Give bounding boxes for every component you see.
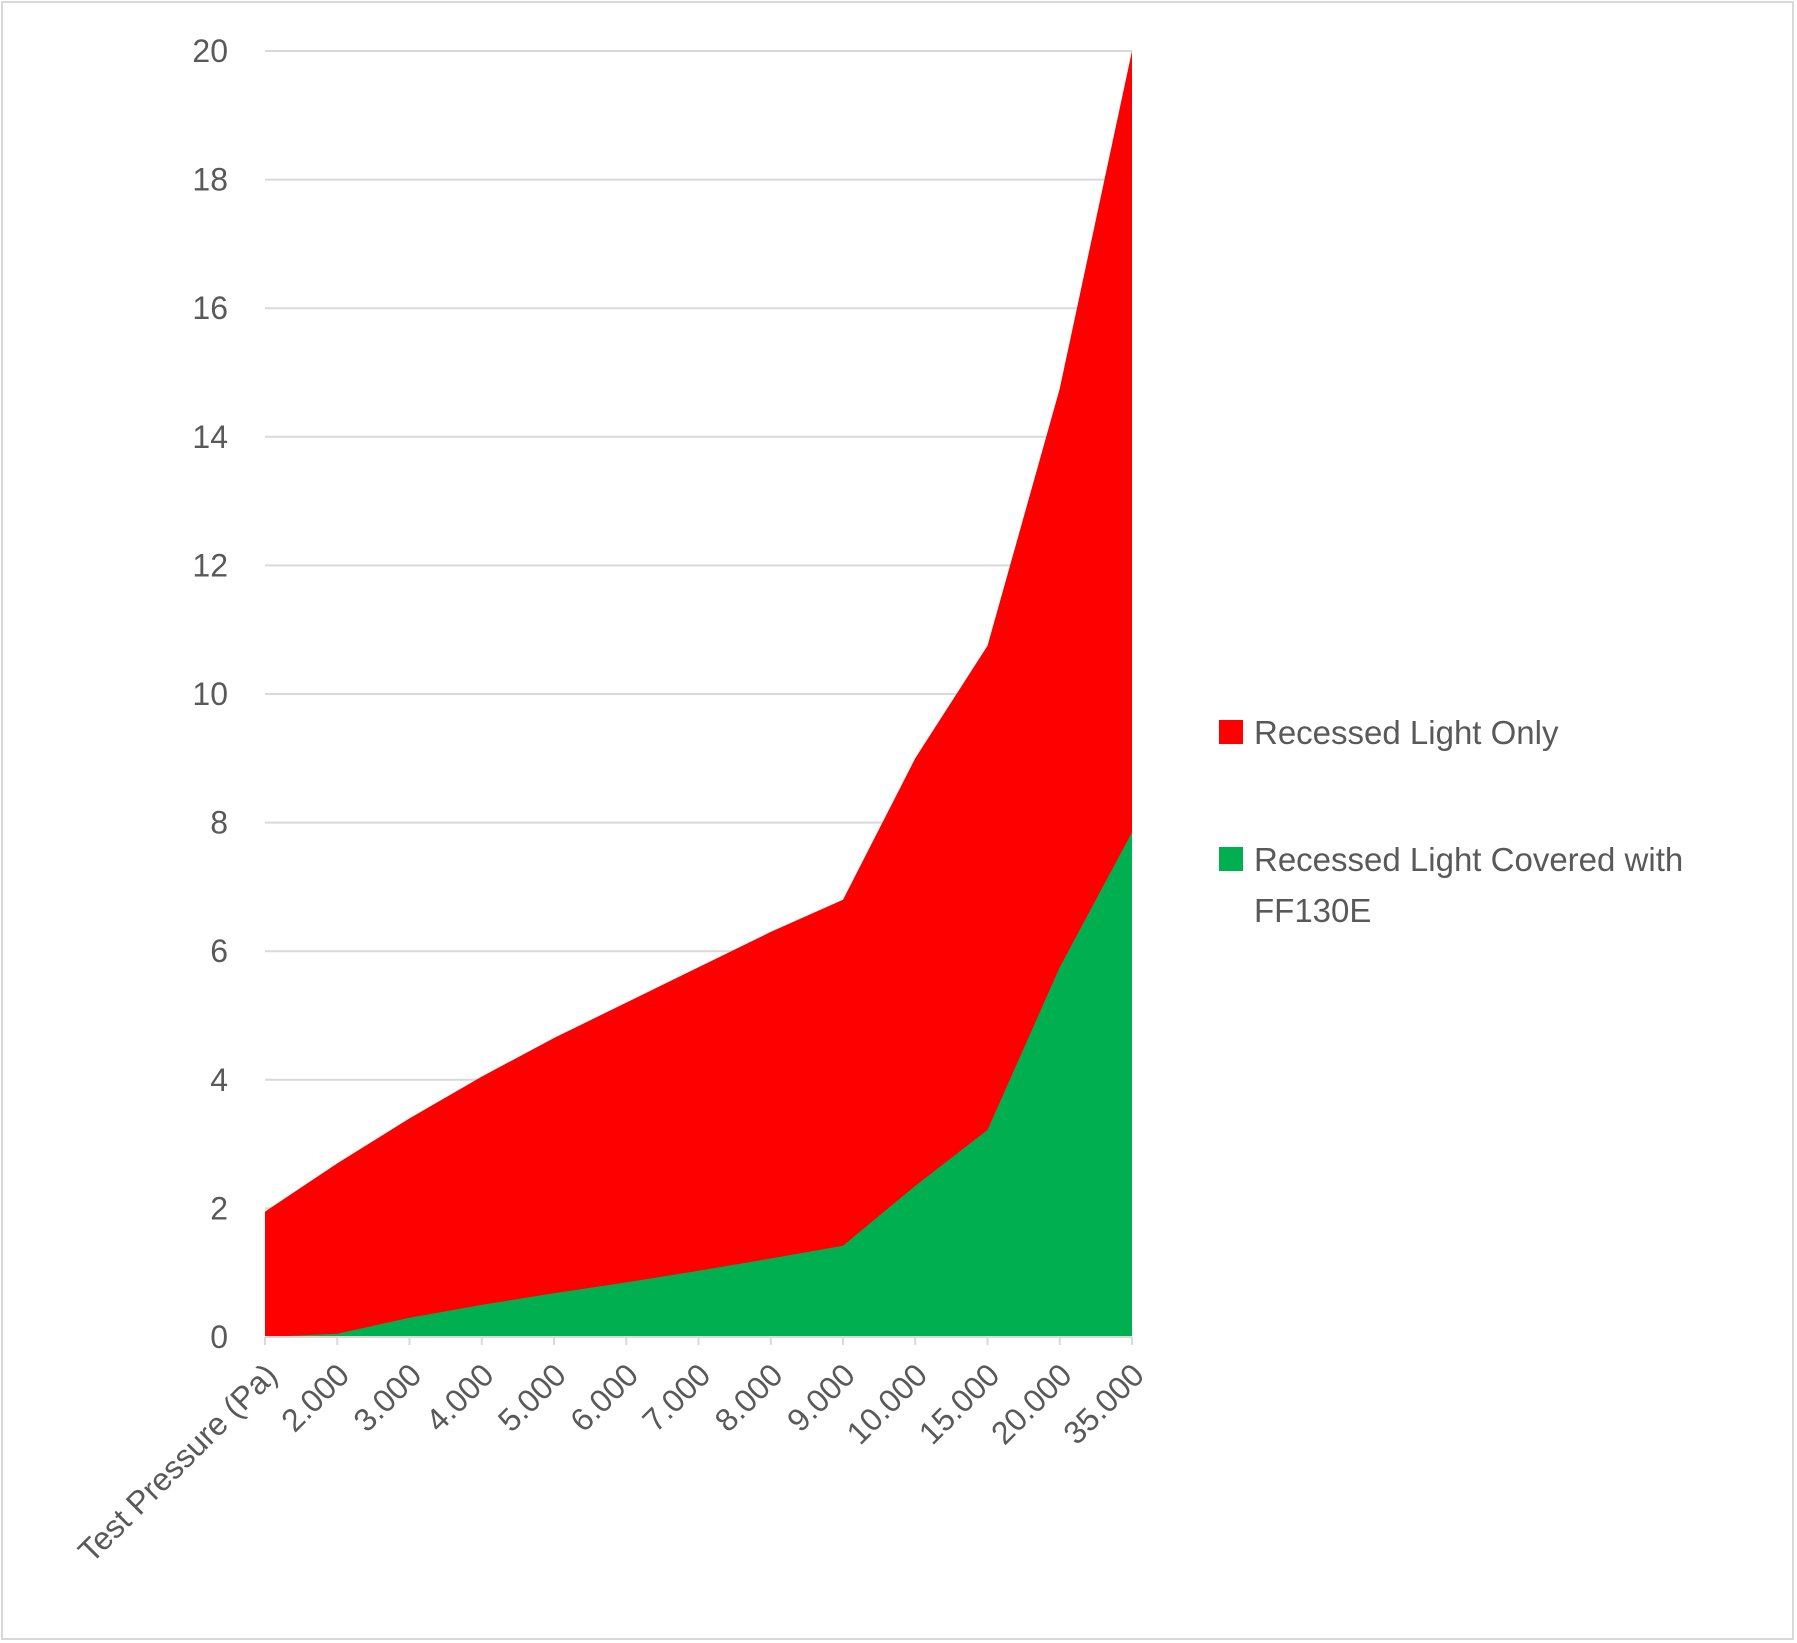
x-tick-labels: Test Pressure (Pa)2.0003.0004.0005.0006.… [71,1356,1151,1569]
y-tick-label: 14 [192,419,228,455]
x-tick-label: 20.000 [984,1356,1079,1451]
x-tick-label: 10.000 [840,1356,935,1451]
legend-label-1: Recessed Light Covered with FF130E [1254,841,1683,929]
y-tick-label: 20 [192,33,228,69]
x-tick-label: 15.000 [912,1356,1007,1451]
x-tick-label: 35.000 [1056,1356,1151,1451]
y-tick-label: 8 [210,805,228,841]
y-tick-label: 18 [192,162,228,198]
x-axis [264,1336,1133,1345]
y-tick-label: 6 [210,933,228,969]
x-tick-label: 5.000 [491,1356,573,1438]
area-series-0 [265,51,1132,1337]
x-tick-label: 8.000 [708,1356,790,1438]
legend-swatch-0 [1219,720,1243,744]
series-areas [265,51,1132,1337]
y-tick-labels: 0 2 4 6 8 10 12 14 16 18 20 [192,33,228,1355]
legend: Recessed Light Only Recessed Light Covere… [1219,714,1683,929]
y-tick-label: 4 [210,1062,228,1098]
y-tick-label: 2 [210,1190,228,1226]
legend-swatch-1 [1219,847,1243,871]
x-tick-label: 3.000 [346,1356,428,1438]
x-tick-label: Test Pressure (Pa) [71,1356,284,1569]
y-tick-label: 12 [192,547,228,583]
y-tick-label: 10 [192,676,228,712]
x-tick-label: 6.000 [563,1356,645,1438]
legend-label-0: Recessed Light Only [1254,714,1559,751]
y-tick-label: 16 [192,290,228,326]
x-tick-label: 4.000 [419,1356,501,1438]
area-series-1 [265,832,1132,1337]
x-tick-label: 2.000 [274,1356,356,1438]
y-tick-label: 0 [210,1319,228,1355]
x-tick-label: 7.000 [635,1356,717,1438]
